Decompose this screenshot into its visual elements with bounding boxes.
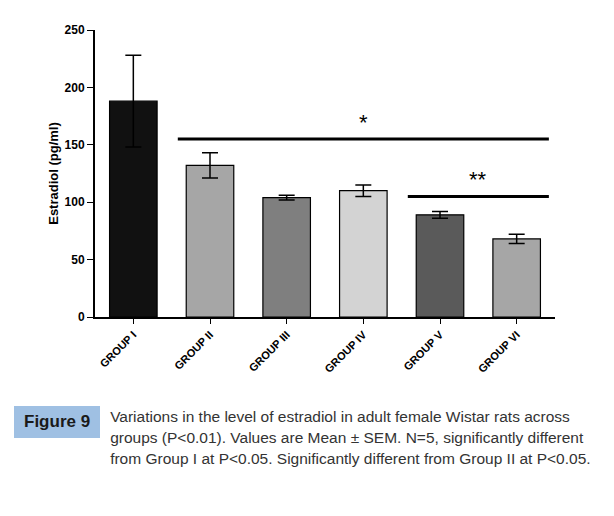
svg-text:GROUP V: GROUP V — [401, 328, 446, 373]
svg-text:GROUP VI: GROUP VI — [476, 329, 522, 375]
svg-text:GROUP IV: GROUP IV — [322, 328, 369, 375]
svg-text:250: 250 — [65, 23, 85, 37]
svg-text:0: 0 — [78, 310, 85, 324]
svg-text:150: 150 — [65, 138, 85, 152]
svg-text:*: * — [359, 110, 368, 135]
svg-text:50: 50 — [71, 253, 85, 267]
svg-text:Estradiol (pg/ml): Estradiol (pg/ml) — [46, 122, 61, 225]
svg-text:GROUP III: GROUP III — [246, 329, 292, 375]
html-text:Variations in the level of est: Variations in the level of estradiol in … — [110, 408, 591, 467]
html-text:Figure 9: Figure 9 — [24, 412, 91, 431]
svg-text:100: 100 — [65, 195, 85, 209]
svg-text:GROUP II: GROUP II — [172, 329, 215, 372]
svg-text:200: 200 — [65, 81, 85, 95]
svg-text:GROUP I: GROUP I — [97, 329, 138, 370]
svg-text:**: ** — [469, 167, 487, 192]
